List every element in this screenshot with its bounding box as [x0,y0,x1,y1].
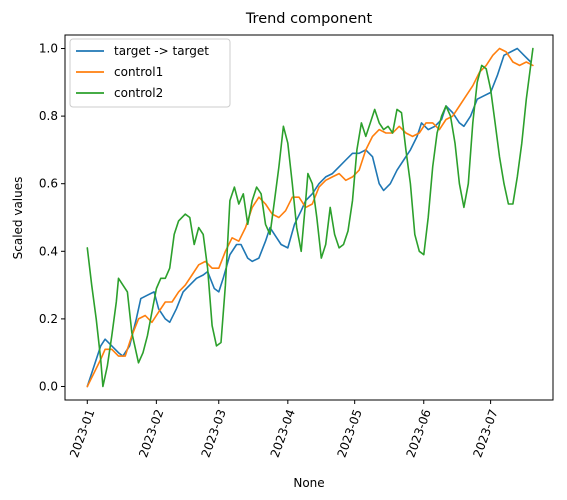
x-tick-label: 2023-07 [470,407,500,459]
legend-label: control1 [114,65,163,79]
x-tick-label: 2023-01 [67,407,97,459]
x-tick-label: 2023-02 [136,407,166,459]
legend-label: control2 [114,86,163,100]
plot-area-frame [64,34,554,401]
series-line-2 [86,47,534,388]
y-tick-label: 0.6 [39,177,58,191]
series-line-1 [86,47,532,388]
x-axis-label: None [293,476,324,490]
x-axis-ticks: 2023-01 2023-02 2023-03 2023-04 2023-05 2023-… [67,400,501,459]
y-axis-label: Scaled values [11,177,25,260]
series-line-3 [86,47,534,388]
legend-label: target -> target [114,44,209,58]
y-axis-ticks: 0.0 0.2 0.4 0.6 0.8 1.0 [39,42,65,393]
y-tick-label: 0.8 [39,109,58,123]
y-tick-label: 1.0 [39,42,58,56]
x-tick-label: 2023-06 [404,407,434,459]
legend: target -> target control1 control2 [69,38,231,108]
x-tick-label: 2023-03 [199,407,229,459]
legend-box [69,38,231,108]
series-lines [86,47,534,388]
x-tick-label: 2023-05 [334,407,364,459]
y-tick-label: 0.2 [39,312,58,326]
y-tick-label: 0.4 [39,244,58,258]
chart-title: Trend component [245,11,373,27]
y-tick-label: 0.0 [39,379,58,393]
x-tick-label: 2023-04 [268,407,298,459]
